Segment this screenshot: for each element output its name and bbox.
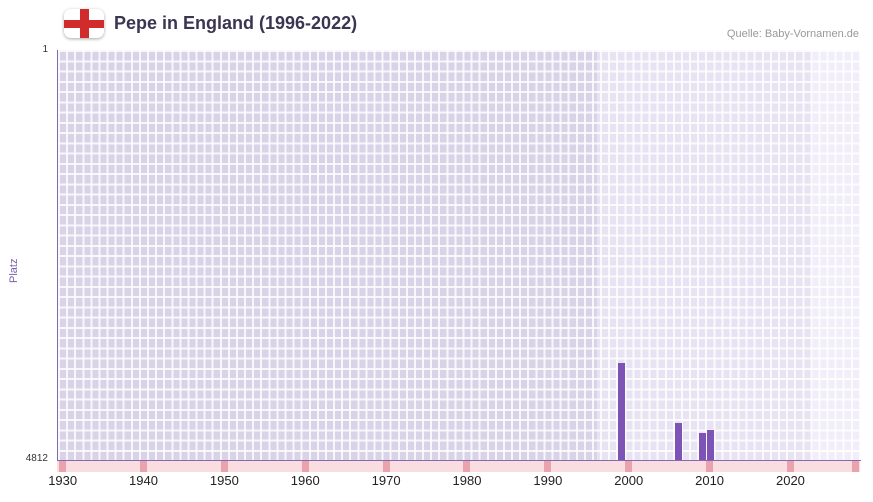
x-tick-2010: 2010 [695, 473, 725, 488]
strip-mark-1940 [140, 461, 148, 472]
strip-mark-1970 [382, 461, 390, 472]
strip-mark-2020 [786, 461, 794, 472]
x-tick-2020: 2020 [775, 473, 805, 488]
strip-mark-1950 [220, 461, 228, 472]
no-data-strip [57, 461, 860, 472]
source-credit: Quelle: Baby-Vornamen.de [726, 28, 859, 40]
x-tick-1970: 1970 [371, 473, 401, 488]
x-axis-ticks: 1930 1940 1950 1960 1970 1980 1990 2000 2010 2020 [48, 473, 860, 491]
england-flag-icon [64, 9, 104, 38]
bar-2009 [699, 432, 706, 460]
x-tick-1980: 1980 [452, 473, 482, 488]
y-axis-title: Platz [8, 258, 20, 283]
y-tick-bottom: 4812 [25, 453, 48, 464]
bar-2010 [707, 430, 715, 460]
strip-mark-1960 [301, 461, 309, 472]
bar-1999 [618, 362, 626, 460]
x-tick-1930: 1930 [48, 473, 78, 488]
strip-mark-1930 [59, 461, 67, 472]
strip-mark-2010 [706, 461, 714, 472]
grid-overlay [58, 50, 861, 460]
plot-area [57, 50, 861, 461]
strip-mark-1990 [544, 461, 552, 472]
x-tick-1940: 1940 [129, 473, 158, 488]
x-tick-1960: 1960 [290, 473, 320, 488]
strip-mark-2028 [851, 461, 859, 472]
x-tick-2000: 2000 [614, 473, 644, 488]
strip-mark-2000 [625, 461, 633, 472]
x-tick-1950: 1950 [209, 473, 239, 488]
bar-2006 [674, 423, 682, 460]
flag-cross-vertical [79, 9, 89, 38]
bars-layer [58, 50, 861, 460]
x-tick-1990: 1990 [533, 473, 563, 488]
chart-title: Pepe in England (1996-2022) [114, 13, 358, 33]
y-tick-top: 1 [42, 44, 48, 55]
strip-mark-1980 [463, 461, 471, 472]
